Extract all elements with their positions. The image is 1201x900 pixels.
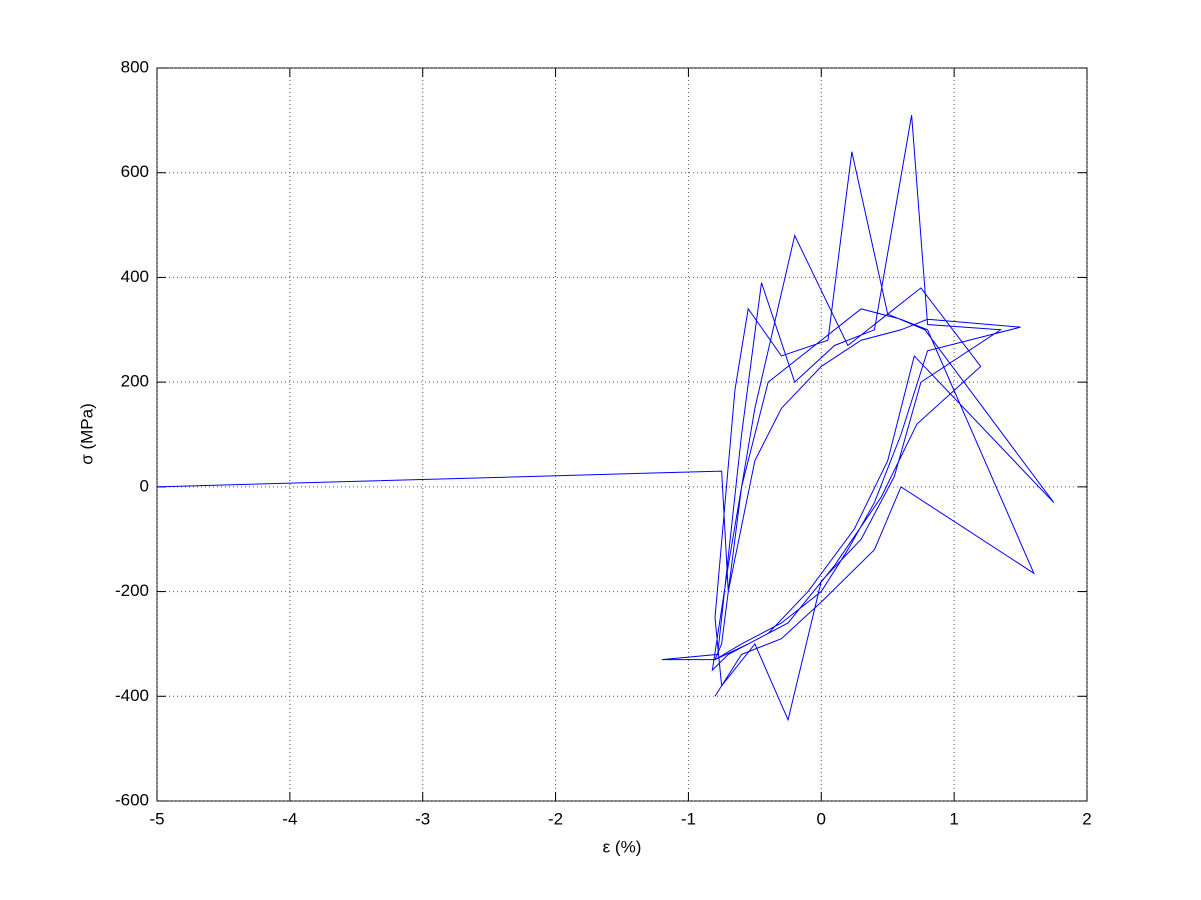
x-axis-label: ε (%)	[603, 837, 642, 856]
x-tick-label: 0	[817, 809, 826, 828]
x-tick-label: -1	[681, 809, 696, 828]
y-tick-label: 200	[121, 372, 149, 391]
x-tick-label: -5	[149, 809, 164, 828]
x-tick-label: 2	[1082, 809, 1091, 828]
x-tick-label: -3	[415, 809, 430, 828]
y-tick-label: -600	[115, 790, 149, 809]
y-tick-label: 400	[121, 267, 149, 286]
y-tick-label: -200	[115, 581, 149, 600]
data-line	[156, 115, 1055, 722]
y-tick-label: 600	[121, 162, 149, 181]
x-tick-label: 1	[949, 809, 958, 828]
y-tick-label: -400	[115, 686, 149, 705]
plot-area	[156, 67, 1088, 802]
x-tick-label: -4	[282, 809, 297, 828]
x-tick-label: -2	[548, 809, 563, 828]
y-axis-label: σ (MPa)	[77, 403, 96, 465]
y-tick-label: 0	[140, 476, 149, 495]
y-tick-label: 800	[121, 57, 149, 76]
